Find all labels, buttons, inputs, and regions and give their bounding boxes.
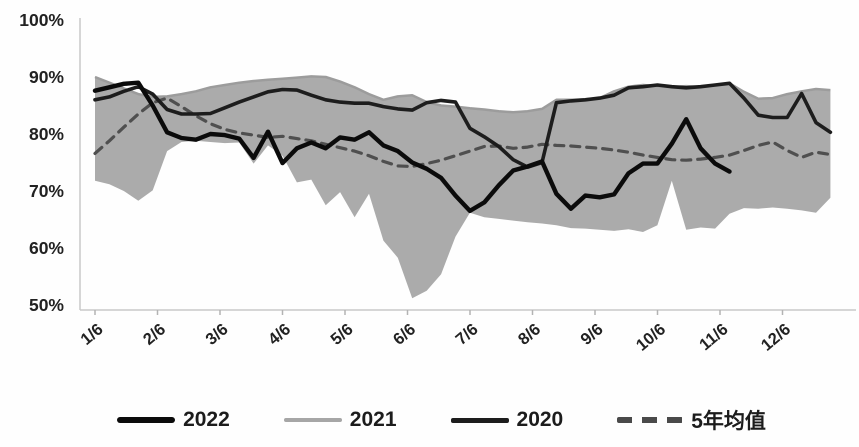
series-2020-line [93,81,833,169]
x-tick-label: 8/6 [515,320,544,349]
y-tick-label: 90% [29,67,64,87]
x-tick-label: 3/6 [202,320,231,349]
legend-item-5yr-avg: 5年均值 [617,405,766,435]
legend-item-2021: 2021 [283,408,397,432]
series-2022-line [92,80,732,214]
legend-label-2020: 2020 [516,408,564,431]
chart-legend: 2022 2021 2020 5年均值 [24,398,859,442]
line-chart-plot: 100% 90% 80% 70% 60% 50% 1/6 2/6 3/6 4/6 5/6 6/6 7/6… [19,10,856,355]
x-tick-label: 10/6 [633,320,669,354]
series-2021-range-band [95,76,831,299]
y-tick-label: 80% [29,124,64,144]
x-tick-label: 12/6 [758,320,794,354]
x-tick-label: 6/6 [390,320,419,349]
y-tick-label: 60% [29,238,64,258]
legend-label-2022: 2022 [183,408,230,431]
legend-item-2020: 2020 [450,408,564,432]
y-tick-label: 70% [29,181,64,201]
legend-swatch-2022-line [117,417,176,423]
legend-label-5yr-avg: 5年均值 [691,410,766,433]
x-tick-label: 4/6 [265,320,294,349]
legend-item-2022: 2022 [117,408,230,432]
x-tick-label: 5/6 [327,320,356,349]
x-tick-label: 9/6 [577,320,606,349]
y-tick-label: 100% [19,10,64,30]
legend-label-2021: 2021 [349,408,397,431]
x-tick-label: 2/6 [140,320,169,349]
x-tick-label: 11/6 [696,320,731,354]
y-tick-label: 50% [29,295,64,315]
legend-swatch-2021-line [283,418,342,422]
legend-swatch-5yr-avg-dashed-line [617,417,684,423]
x-tick-label: 7/6 [452,320,481,349]
legend-swatch-2020-line [450,417,509,423]
x-tick-label: 1/6 [77,320,106,349]
